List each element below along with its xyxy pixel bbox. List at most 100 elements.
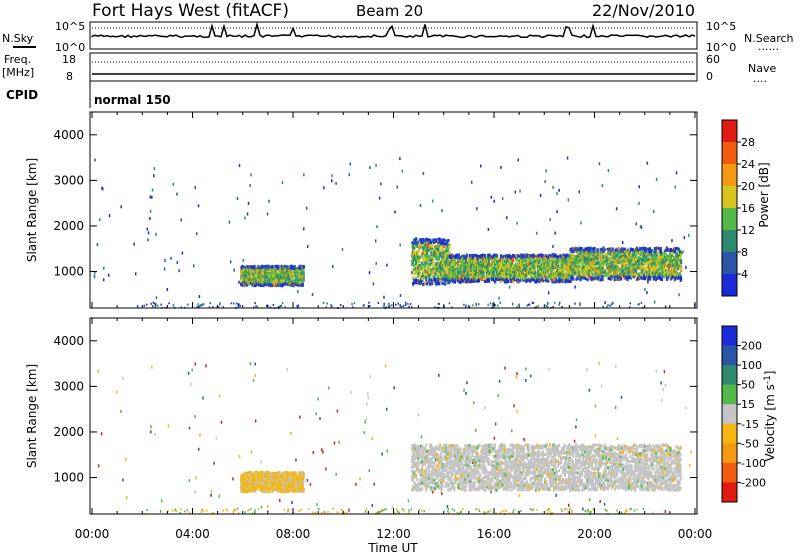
scatter-point	[553, 301, 556, 304]
scatter-point	[388, 304, 391, 307]
echo-cell	[435, 282, 438, 286]
echo-cell	[667, 258, 671, 262]
scatter-point	[544, 180, 546, 184]
echo-cell	[618, 260, 621, 264]
echo-cell	[605, 259, 608, 263]
echo-cell	[557, 255, 560, 259]
echo-cell	[282, 282, 285, 286]
echo-cell	[623, 247, 626, 251]
scatter-point	[254, 419, 257, 423]
echo-cell	[415, 237, 418, 241]
scatter-point	[489, 302, 492, 305]
echo-cell	[607, 271, 610, 275]
echo-cell	[644, 250, 647, 254]
echo-cell	[413, 249, 416, 253]
echo-cell	[462, 271, 466, 275]
scatter-point	[297, 304, 300, 307]
echo-cell	[598, 263, 601, 267]
echo-cell	[490, 275, 494, 279]
scatter-point	[531, 509, 533, 512]
scatter-point	[323, 186, 325, 190]
echo-cell	[301, 281, 304, 285]
echo-cell	[631, 263, 634, 267]
echo-cell	[446, 256, 449, 260]
echo-cell	[627, 271, 630, 275]
scatter-point	[151, 188, 154, 192]
echo-cell	[258, 271, 261, 275]
scatter-point	[311, 293, 314, 297]
scatter-point	[671, 239, 673, 243]
echo-cell	[671, 266, 675, 270]
scatter-point	[168, 302, 170, 305]
echo-cell	[441, 250, 444, 254]
scatter-point	[367, 392, 369, 396]
echo-cell	[540, 264, 543, 268]
echo-cell	[523, 261, 526, 265]
scatter-point	[341, 248, 344, 252]
echo-cell	[555, 278, 558, 282]
echo-cell	[415, 269, 418, 273]
echo-cell	[421, 254, 424, 258]
scatter-point	[617, 483, 620, 487]
echo-cell	[445, 259, 448, 263]
echo-cell	[443, 249, 446, 253]
echo-cell	[497, 278, 500, 282]
scatter-point	[365, 417, 368, 421]
echo-cell	[488, 267, 492, 271]
scatter-point	[465, 304, 467, 307]
scatter-point	[383, 305, 385, 308]
echo-cell	[477, 279, 481, 283]
echo-cell	[540, 273, 543, 277]
echo-cell	[423, 275, 426, 279]
echo-cell	[601, 274, 604, 278]
echo-cell	[609, 259, 612, 263]
scatter-point	[462, 507, 464, 510]
echo-cell	[645, 247, 648, 251]
echo-cell	[285, 274, 288, 278]
scatter-point	[487, 227, 490, 231]
scatter-point	[122, 478, 124, 482]
scatter-point	[251, 450, 253, 454]
scatter-point	[368, 301, 370, 304]
scatter-point	[181, 251, 184, 255]
echo-cell	[494, 262, 497, 266]
echo-cell	[574, 271, 577, 275]
echo-cell	[629, 276, 632, 280]
echo-cell	[247, 280, 250, 284]
echo-cell	[411, 241, 414, 245]
echo-cell	[446, 242, 449, 246]
echo-cell	[427, 266, 430, 270]
colorbar-tick-label: 16	[741, 202, 755, 215]
scatter-point	[516, 306, 518, 309]
scatter-point	[195, 232, 198, 236]
echo-cell	[443, 268, 446, 272]
scatter-point	[614, 405, 617, 409]
echo-cell	[429, 238, 432, 242]
echo-cell	[507, 262, 510, 266]
echo-cell	[520, 253, 523, 257]
echo-cell	[444, 242, 447, 246]
echo-cell	[271, 265, 274, 269]
echo-cell	[508, 264, 511, 268]
scatter-point	[238, 303, 240, 306]
echo-cell	[298, 283, 301, 287]
scatter-point	[655, 369, 658, 373]
echo-cell	[527, 273, 530, 277]
scatter-point	[120, 409, 122, 413]
noise-tick-bottom-left: 10^0	[55, 41, 85, 54]
echo-cell	[500, 279, 503, 283]
echo-cell	[425, 237, 428, 241]
echo-cell	[603, 268, 606, 272]
echo-cell	[602, 249, 605, 253]
echo-cell	[245, 280, 248, 284]
echo-cell	[411, 254, 414, 258]
scatter-point	[153, 167, 156, 171]
echo-cell	[631, 248, 634, 252]
echo-cell	[433, 275, 436, 279]
scatter-point	[401, 169, 404, 173]
echo-cell	[664, 261, 668, 265]
echo-cell	[569, 280, 572, 284]
echo-cell	[508, 270, 511, 274]
echo-cell	[585, 266, 588, 270]
echo-cell	[590, 251, 593, 255]
